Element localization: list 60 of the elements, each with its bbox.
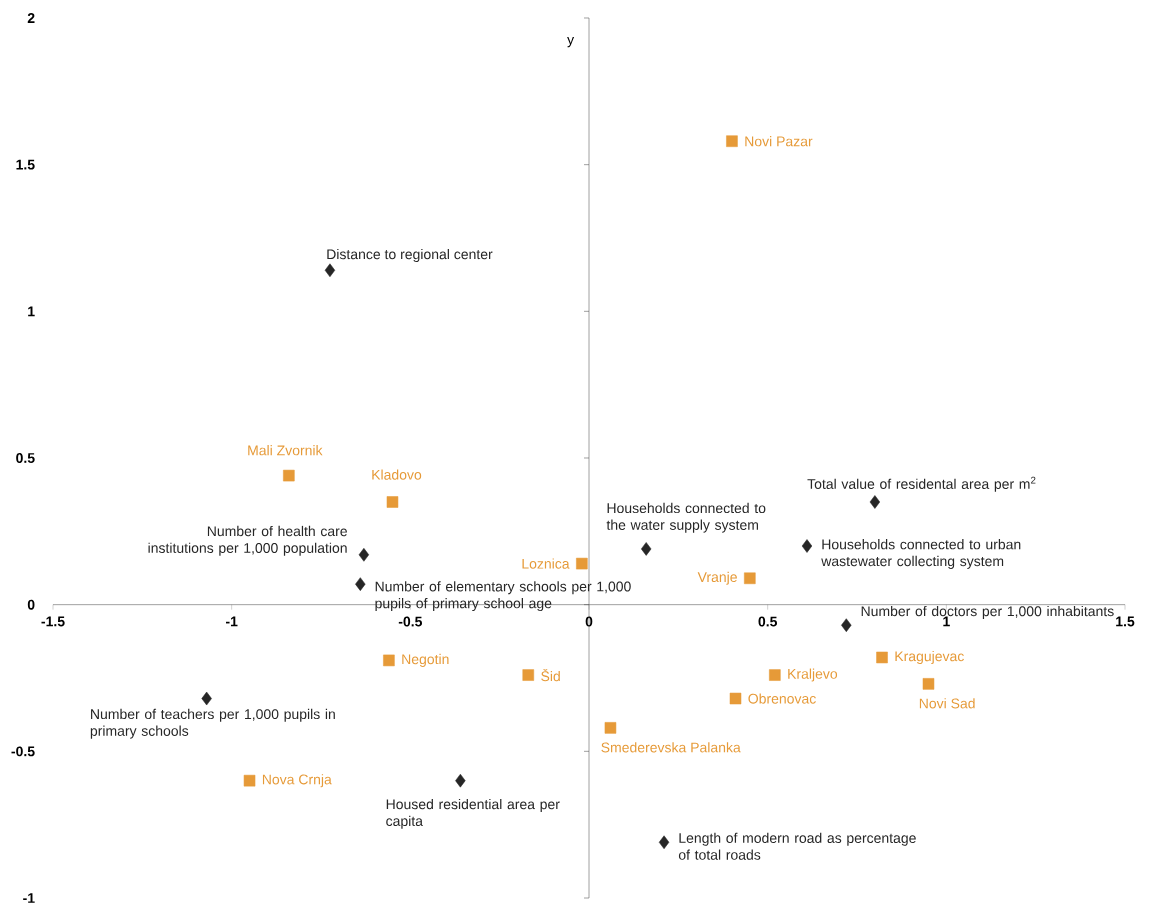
point (324, 263, 336, 278)
x-tick-label: -1 (225, 616, 238, 627)
annotation: Kraljevo (788, 668, 838, 682)
y-tick-label: 1.5 (16, 159, 35, 170)
y-tick-label: 0 (27, 599, 35, 610)
annotation: Households connected to the water supply system (606, 502, 766, 533)
point (455, 773, 466, 788)
point (729, 692, 742, 705)
annotation: Households connected to urban wastewater collecting system (821, 539, 1021, 569)
point (604, 722, 617, 734)
point (358, 548, 370, 562)
point (201, 691, 212, 706)
y-tick-label: 2 (27, 13, 35, 23)
annotation: Length of modern road as percentage of total roads (678, 832, 916, 860)
annotation: Obrenovac (748, 693, 816, 704)
annotation: Number of elementary schools per 1,000 pupils of primary school age (375, 581, 631, 612)
point (355, 577, 366, 591)
annotation: Kragujevac (895, 650, 964, 664)
annotation: Housed residential area per capita (386, 798, 560, 829)
x-tick-label: 0.5 (758, 616, 778, 627)
point (383, 654, 395, 667)
x-tick-label: 1.5 (1116, 616, 1135, 627)
annotation: Smederevska Palanka (601, 742, 741, 753)
annotation: Loznica (522, 558, 570, 569)
point (841, 618, 852, 632)
annotation: Šid (541, 668, 560, 682)
point (283, 469, 295, 482)
point (641, 542, 652, 556)
point (801, 539, 813, 553)
point (386, 496, 399, 508)
point (769, 669, 781, 681)
x-tick-label: -1.5 (41, 616, 65, 627)
annotation: Mali Zvornik (248, 445, 323, 456)
annotation: Vranje (697, 571, 737, 585)
annotation: Total value of residental area per m$^{2}$ (807, 476, 1036, 492)
annotation: Nova Crnja (262, 774, 332, 788)
annotation: Negotin (402, 653, 449, 667)
annotation: Number of health care institutions per 1,000 population (148, 525, 347, 556)
y-tick-label: 1 (28, 306, 35, 317)
point (658, 835, 670, 850)
y-tick-label: -0.5 (11, 746, 35, 757)
point (243, 774, 256, 787)
point (922, 678, 935, 690)
point (522, 669, 535, 681)
point (726, 135, 738, 147)
point (744, 572, 756, 585)
annotation: Kladovo (372, 469, 422, 480)
x-tick-label: -0.5 (398, 616, 423, 627)
annotation: Number of teachers per 1,000 pupils in primary schools (90, 708, 335, 739)
x-tick-label: 0 (585, 616, 593, 627)
point (869, 495, 881, 509)
y-tick-label: -1 (23, 893, 35, 903)
annotation: Novi Sad (919, 698, 975, 709)
annotation: Distance to regional center (327, 248, 493, 262)
x-tick-label: 1 (943, 616, 950, 627)
y-tick-label: 0.5 (16, 453, 35, 463)
point (576, 557, 588, 570)
point (876, 651, 888, 664)
y-axis-title: y (567, 36, 575, 48)
annotation: Novi Pazar (745, 136, 813, 147)
